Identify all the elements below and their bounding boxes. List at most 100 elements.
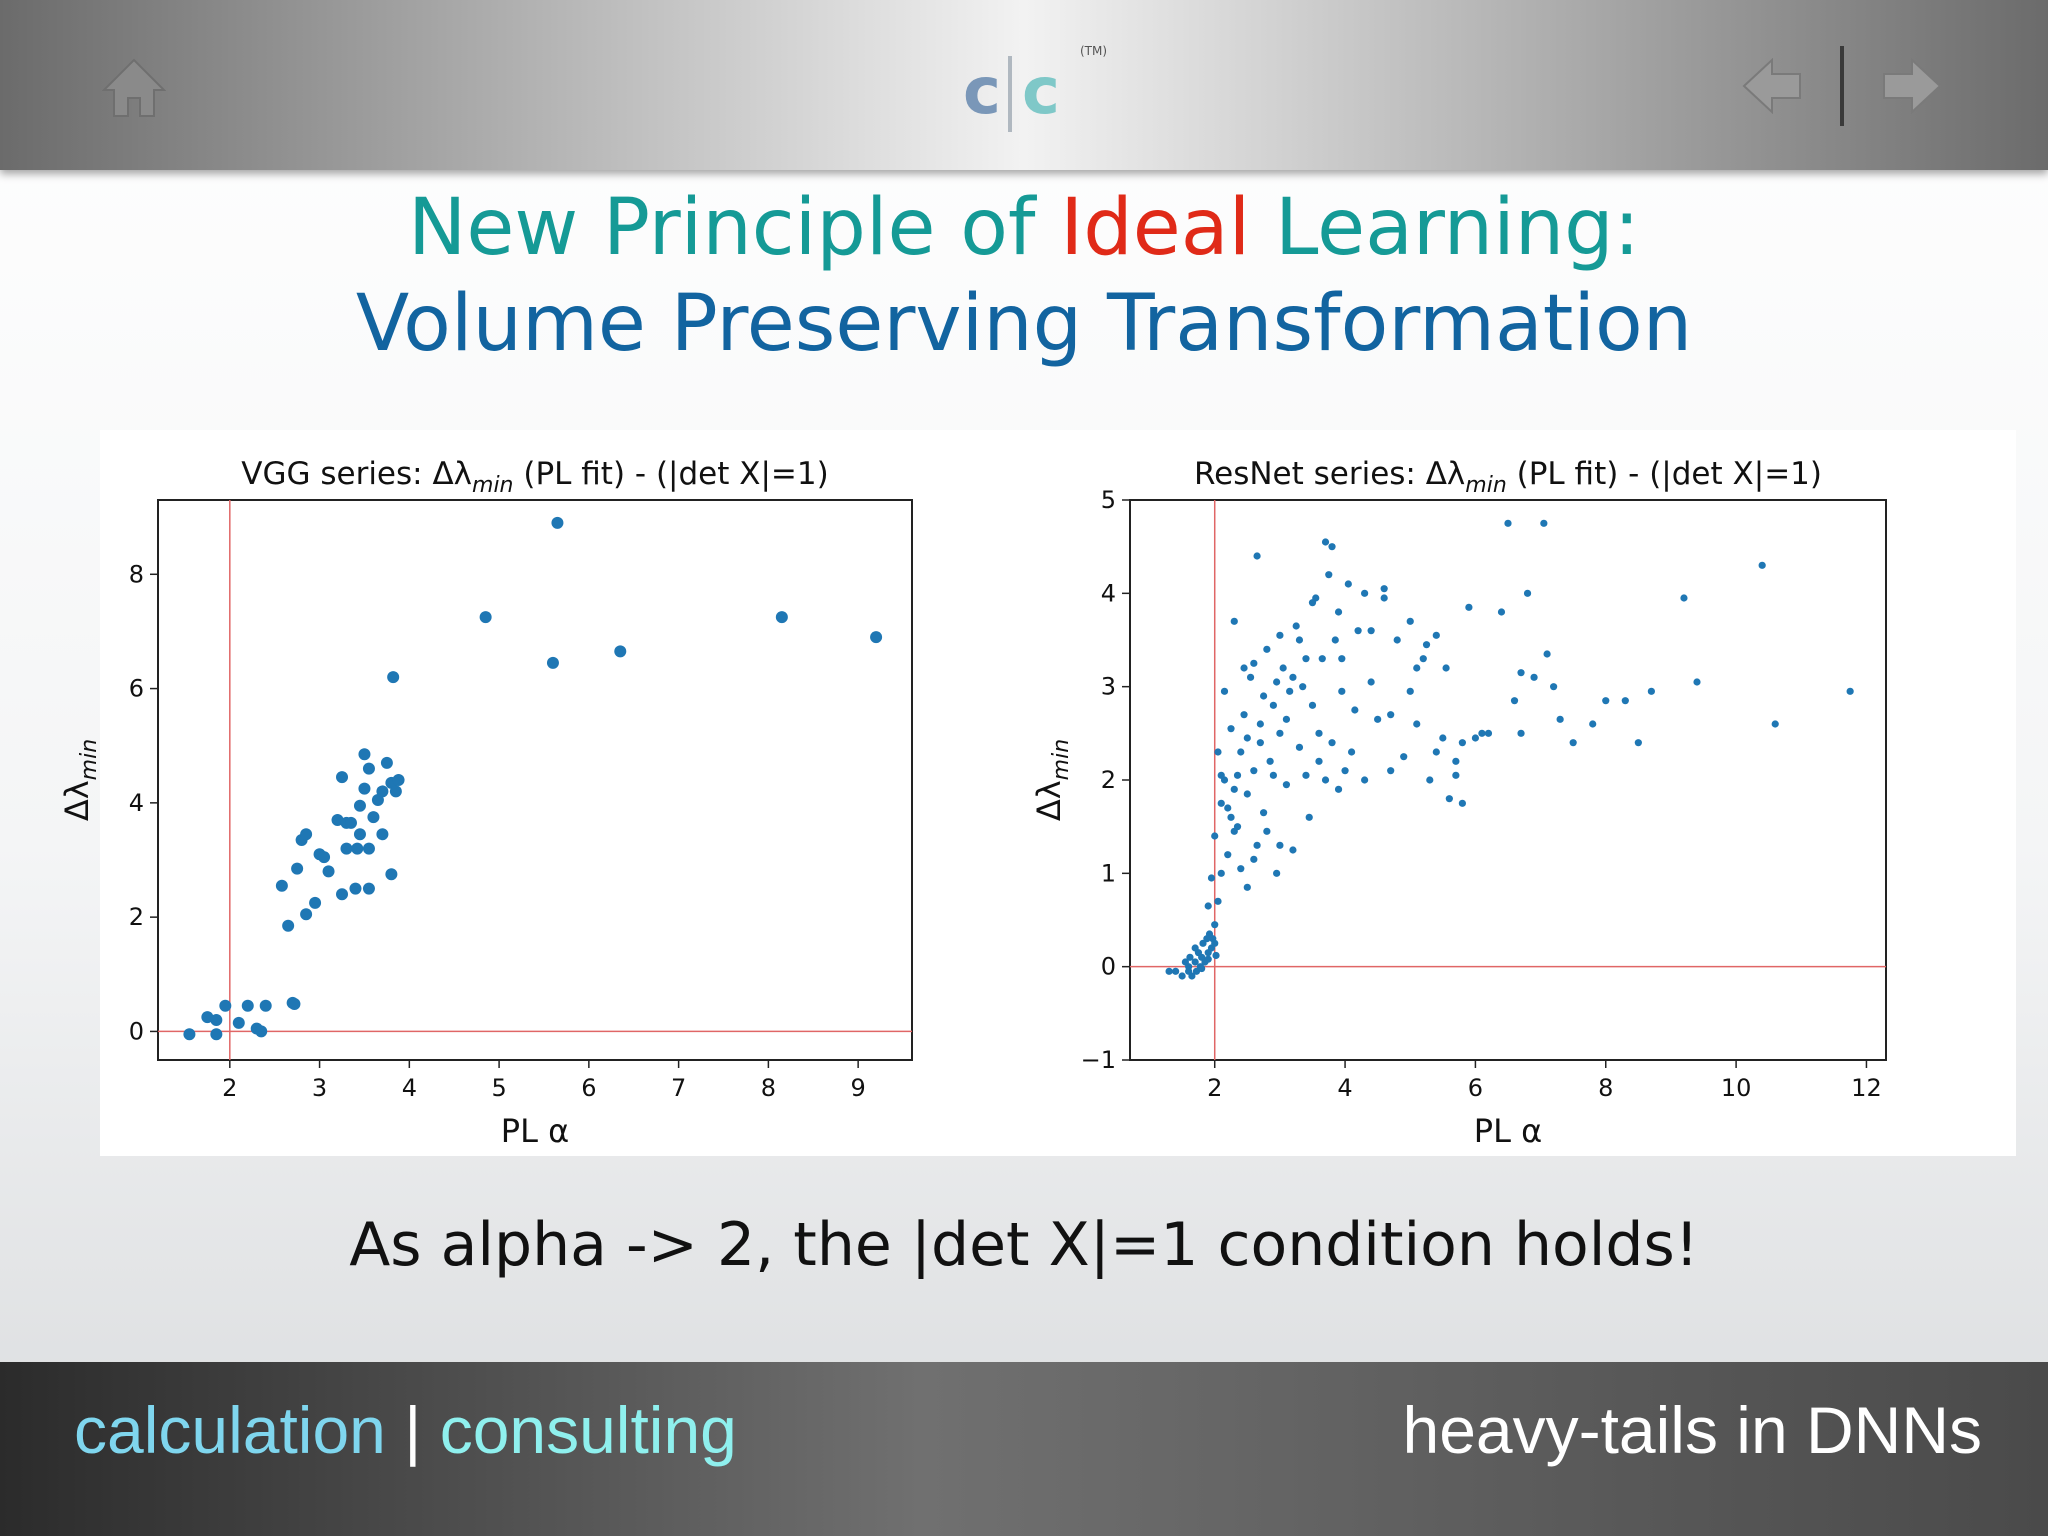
data-point — [1315, 729, 1323, 737]
data-point — [614, 645, 627, 658]
data-point — [1758, 561, 1766, 569]
data-point — [1846, 687, 1854, 695]
top-toolbar — [0, 0, 2048, 170]
data-point — [1269, 771, 1277, 779]
data-point — [1250, 767, 1258, 775]
data-point — [1328, 739, 1336, 747]
data-point — [1204, 955, 1212, 963]
data-point — [318, 851, 331, 864]
data-point — [1230, 617, 1238, 625]
logo: c c — [960, 52, 1110, 142]
data-point — [1214, 748, 1222, 756]
y-tick-label: 3 — [1101, 673, 1116, 701]
data-point — [1266, 757, 1274, 765]
chart-title-text: ResNet series: Δλ — [1194, 456, 1465, 492]
data-point — [1556, 715, 1564, 723]
data-point — [1367, 678, 1375, 686]
chart-title: ResNet series: Δλmin (PL fit) - (|det X|… — [1194, 456, 1822, 498]
chart-title-rest: (PL fit) - (|det X|=1) — [514, 456, 829, 492]
data-point — [210, 1014, 223, 1026]
data-point — [336, 888, 349, 901]
vgg-scatter-chart: VGG series: Δλ min (PL fit) - (|det X|=1)… — [58, 456, 913, 1150]
chart-title-rest: (PL fit) - (|det X|=1) — [1507, 456, 1822, 492]
resnet-scatter-chart: ResNet series: Δλmin (PL fit) - (|det X|… — [1030, 456, 1887, 1150]
data-point — [1422, 641, 1431, 649]
data-point — [1400, 753, 1408, 761]
slide-title-line-2: Volume Preserving Transformation — [355, 279, 1693, 369]
data-point — [1458, 799, 1466, 807]
data-point — [1191, 944, 1199, 952]
data-point — [1260, 692, 1268, 700]
data-point — [1442, 664, 1450, 672]
data-point — [1214, 897, 1222, 905]
data-point — [1256, 720, 1264, 728]
data-point — [1211, 832, 1219, 840]
data-point — [344, 816, 357, 829]
data-point — [351, 842, 364, 855]
logo-letter-c-left: c — [963, 55, 1001, 129]
chart-title-text: VGG series: Δλ — [241, 456, 472, 492]
bottom-bar — [0, 1362, 2048, 1536]
data-point — [1207, 874, 1216, 882]
data-point — [1367, 627, 1375, 635]
data-point — [1276, 841, 1284, 849]
data-point — [1318, 655, 1326, 663]
data-point — [380, 756, 393, 769]
data-point — [1432, 748, 1440, 756]
data-point — [210, 1028, 223, 1041]
data-point — [385, 868, 398, 881]
data-point — [1458, 739, 1466, 747]
x-tick-label: 6 — [1468, 1074, 1483, 1102]
home-icon[interactable] — [102, 58, 166, 118]
data-point — [353, 828, 366, 841]
x-tick-label: 8 — [761, 1074, 776, 1102]
y-axis-label: Δλmin — [1030, 739, 1074, 821]
y-tick-label: 5 — [1101, 486, 1116, 514]
slide-title-line-1: New Principle of Ideal Learning: — [0, 180, 2048, 276]
data-point — [300, 908, 313, 921]
data-point — [1510, 697, 1519, 705]
data-point — [1227, 813, 1235, 821]
data-point — [1224, 804, 1232, 812]
slide-caption: As alpha -> 2, the |det X|=1 condition h… — [349, 1210, 1699, 1280]
data-point — [1295, 743, 1304, 751]
data-point — [1693, 678, 1701, 686]
x-tick-label: 4 — [402, 1074, 417, 1102]
y-tick-label: 1 — [1101, 859, 1116, 887]
y-tick-label: 6 — [129, 675, 144, 703]
data-point — [1256, 739, 1264, 747]
y-axis-label-subscript: min — [77, 739, 102, 781]
data-point — [1178, 972, 1186, 980]
data-point — [367, 811, 380, 824]
logo-divider — [1008, 56, 1012, 132]
data-point — [1188, 972, 1196, 980]
data-point — [1380, 594, 1388, 602]
data-point — [1387, 767, 1395, 775]
title-text-post: Learning: — [1250, 183, 1640, 273]
data-point — [1185, 963, 1193, 971]
y-tick-label: −1 — [1081, 1046, 1116, 1074]
x-tick-label: 8 — [1598, 1074, 1613, 1102]
data-point — [1253, 552, 1261, 560]
data-point — [1361, 776, 1369, 784]
data-point — [1302, 655, 1310, 663]
data-point — [241, 999, 254, 1012]
data-point — [551, 516, 564, 529]
back-arrow-icon[interactable] — [1742, 58, 1802, 114]
forward-arrow-icon[interactable] — [1882, 58, 1942, 114]
x-tick-label: 4 — [1337, 1074, 1352, 1102]
data-point — [1237, 748, 1245, 756]
footer-brand: calculation | consulting — [74, 1392, 737, 1468]
data-point — [1504, 519, 1512, 527]
trademark-label: (TM) — [1080, 44, 1108, 58]
data-point — [1276, 631, 1284, 639]
data-point — [1237, 865, 1245, 873]
footer-topic: heavy-tails in DNNs — [1402, 1393, 1983, 1467]
data-point — [1478, 729, 1486, 737]
data-point — [183, 1028, 196, 1041]
data-point — [1260, 809, 1268, 817]
data-point — [349, 882, 362, 895]
data-point — [376, 828, 389, 841]
data-point — [1289, 673, 1297, 681]
data-point — [1292, 622, 1300, 630]
